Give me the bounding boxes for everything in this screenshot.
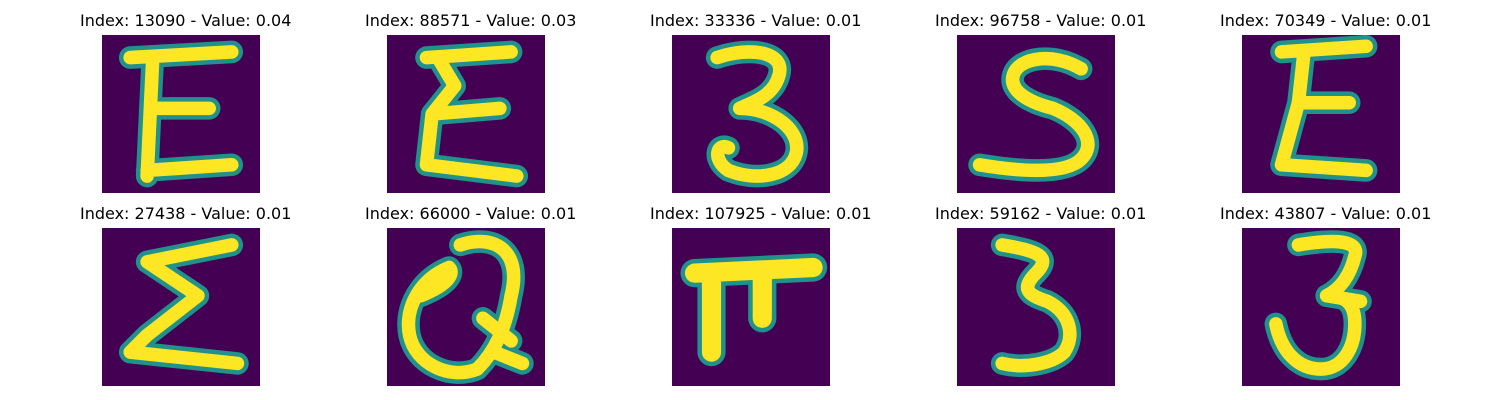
panel-title: Index: 59162 - Value: 0.01 [935, 204, 1147, 223]
image-panel-7: Index: 66000 - Value: 0.01 [365, 204, 577, 394]
image-panel-1: Index: 13090 - Value: 0.04 [80, 11, 292, 201]
image-panel-10: Index: 43807 - Value: 0.01 [1220, 204, 1432, 394]
digit-image [957, 228, 1115, 386]
digit-image [387, 35, 545, 193]
panel-title: Index: 66000 - Value: 0.01 [365, 204, 577, 223]
image-panel-6: Index: 27438 - Value: 0.01 [80, 204, 292, 394]
digit-image [102, 228, 260, 386]
digit-image [672, 35, 830, 193]
image-panel-8: Index: 107925 - Value: 0.01 [650, 204, 872, 394]
digit-image [1242, 35, 1400, 193]
digit-image [1242, 228, 1400, 386]
panel-title: Index: 107925 - Value: 0.01 [650, 204, 872, 223]
panel-title: Index: 88571 - Value: 0.03 [365, 11, 577, 30]
image-panel-3: Index: 33336 - Value: 0.01 [650, 11, 862, 201]
digit-image [387, 228, 545, 386]
panel-title: Index: 27438 - Value: 0.01 [80, 204, 292, 223]
image-panel-4: Index: 96758 - Value: 0.01 [935, 11, 1147, 201]
panel-title: Index: 70349 - Value: 0.01 [1220, 11, 1432, 30]
panel-title: Index: 13090 - Value: 0.04 [80, 11, 292, 30]
panel-title: Index: 96758 - Value: 0.01 [935, 11, 1147, 30]
image-panel-2: Index: 88571 - Value: 0.03 [365, 11, 577, 201]
panel-title: Index: 33336 - Value: 0.01 [650, 11, 862, 30]
image-panel-5: Index: 70349 - Value: 0.01 [1220, 11, 1432, 201]
image-panel-9: Index: 59162 - Value: 0.01 [935, 204, 1147, 394]
digit-image [957, 35, 1115, 193]
panel-title: Index: 43807 - Value: 0.01 [1220, 204, 1432, 223]
digit-image [672, 228, 830, 386]
digit-image [102, 35, 260, 193]
